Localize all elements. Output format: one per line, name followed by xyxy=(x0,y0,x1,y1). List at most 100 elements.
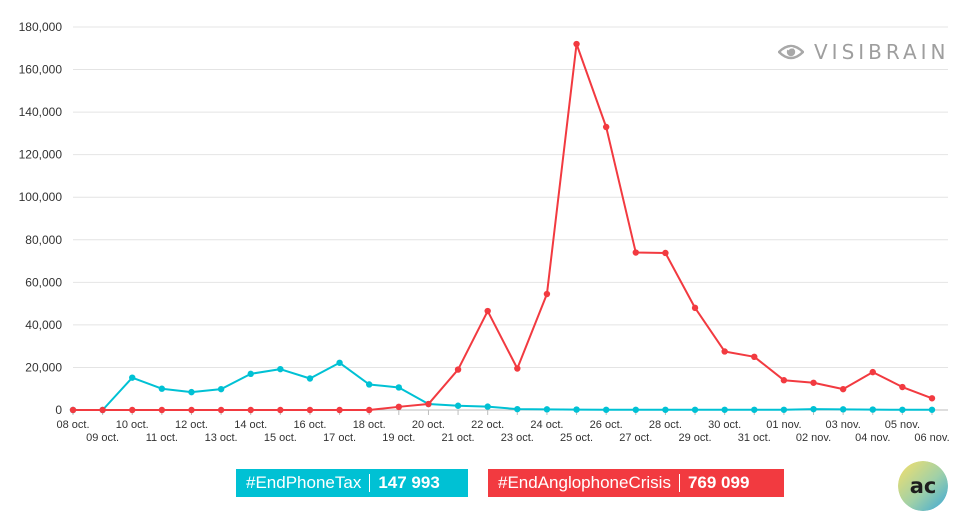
badge-text: ac xyxy=(910,474,937,498)
legend-label: #EndPhoneTax xyxy=(246,473,362,492)
data-point xyxy=(899,406,906,413)
data-point xyxy=(306,406,314,414)
x-tick-label: 23 oct. xyxy=(501,432,534,444)
legend-label: #EndAnglophoneCrisis xyxy=(498,473,671,492)
ac-logo-badge: ac xyxy=(898,461,948,511)
data-point xyxy=(277,365,284,373)
data-point xyxy=(691,304,699,312)
x-tick-label: 27 oct. xyxy=(619,432,652,444)
grid-lines xyxy=(73,26,948,411)
x-tick-label: 28 oct. xyxy=(649,419,682,431)
x-tick-label: 16 oct. xyxy=(293,419,326,431)
y-tick-label: 100,000 xyxy=(19,190,63,204)
x-tick-label: 12 oct. xyxy=(175,419,208,431)
x-tick-label: 13 oct. xyxy=(205,432,238,444)
x-tick-label: 25 oct. xyxy=(560,432,593,444)
y-tick-label: 120,000 xyxy=(19,148,63,162)
data-point xyxy=(662,249,669,257)
x-tick-label: 10 oct. xyxy=(116,419,149,431)
x-tick-label: 03 nov. xyxy=(825,419,860,431)
data-point xyxy=(454,366,462,373)
data-point xyxy=(899,383,906,391)
y-tick-label: 60,000 xyxy=(25,275,62,289)
x-tick-label: 14 oct. xyxy=(234,419,267,431)
line-chart: 0 20,000 40,000 60,000 80,000 100,000 120,000 1… xyxy=(19,20,950,444)
data-point xyxy=(869,406,876,413)
series-layer xyxy=(69,40,936,414)
legend-item-endanglophonecrisis: #EndAnglophoneCrisis 769 099 xyxy=(488,469,784,497)
data-point xyxy=(69,406,77,414)
data-point xyxy=(306,375,314,382)
data-point xyxy=(810,379,817,386)
data-point xyxy=(129,374,136,381)
data-point xyxy=(247,406,254,414)
data-point xyxy=(277,406,284,414)
data-point xyxy=(543,290,551,298)
data-point xyxy=(484,403,491,410)
data-point xyxy=(247,370,254,378)
series-1 xyxy=(69,40,936,414)
legend-item-endphonetax: #EndPhoneTax 147 993 xyxy=(236,469,468,497)
data-point xyxy=(129,406,136,414)
legend-total: 769 099 xyxy=(687,473,750,492)
x-tick-label: 02 nov. xyxy=(796,432,831,444)
data-point xyxy=(721,406,728,413)
data-point xyxy=(928,406,936,413)
x-tick-label: 09 oct. xyxy=(86,432,119,444)
eye-icon xyxy=(778,44,804,60)
data-point xyxy=(839,385,847,393)
data-point xyxy=(602,406,610,413)
data-point xyxy=(691,406,699,413)
data-point xyxy=(158,385,166,392)
data-point xyxy=(751,406,758,413)
data-point xyxy=(514,405,521,413)
x-tick-label: 18 oct. xyxy=(353,419,386,431)
data-point xyxy=(336,359,343,366)
x-tick-label: 19 oct. xyxy=(382,432,415,444)
data-point xyxy=(188,406,195,414)
data-point xyxy=(217,385,225,393)
legend-separator xyxy=(369,474,371,492)
data-point xyxy=(602,123,610,131)
y-tick-label: 180,000 xyxy=(19,20,63,34)
x-tick-label: 11 oct. xyxy=(146,432,178,444)
data-point xyxy=(484,307,491,315)
data-point xyxy=(395,403,403,411)
x-axis: 08 oct.09 oct.10 oct.11 oct.12 oct.13 oc… xyxy=(56,410,950,444)
x-tick-label: 31 oct. xyxy=(738,432,771,444)
data-point xyxy=(869,368,876,376)
data-point xyxy=(662,406,669,413)
data-point xyxy=(336,406,343,414)
x-tick-label: 04 nov. xyxy=(855,432,890,444)
data-point xyxy=(158,406,166,414)
x-tick-label: 22 oct. xyxy=(471,419,504,431)
data-point xyxy=(573,40,580,48)
data-point xyxy=(839,406,847,413)
y-axis: 0 20,000 40,000 60,000 80,000 100,000 120,000 1… xyxy=(19,20,63,417)
x-tick-label: 21 oct. xyxy=(442,432,475,444)
data-point xyxy=(928,395,936,402)
data-point xyxy=(632,249,639,256)
data-point xyxy=(573,406,580,413)
x-tick-label: 26 oct. xyxy=(590,419,623,431)
series-line xyxy=(73,43,933,411)
visibrain-watermark: VISIBRAIN xyxy=(778,40,950,64)
data-point xyxy=(217,406,225,414)
y-tick-label: 40,000 xyxy=(25,318,62,332)
data-point xyxy=(514,365,521,372)
legend-total: 147 993 xyxy=(378,473,440,492)
data-point xyxy=(425,400,432,408)
data-point xyxy=(751,353,758,361)
data-point xyxy=(188,388,195,396)
watermark-text: VISIBRAIN xyxy=(814,40,950,64)
x-tick-label: 24 oct. xyxy=(530,419,563,431)
y-tick-label: 140,000 xyxy=(19,105,63,119)
data-point xyxy=(780,406,788,413)
y-tick-label: 20,000 xyxy=(25,360,62,374)
x-tick-label: 05 nov. xyxy=(885,419,920,431)
x-tick-label: 15 oct. xyxy=(264,432,297,444)
y-tick-label: 80,000 xyxy=(25,233,62,247)
data-point xyxy=(810,405,817,413)
x-tick-label: 08 oct. xyxy=(56,419,89,431)
data-point xyxy=(632,406,639,413)
